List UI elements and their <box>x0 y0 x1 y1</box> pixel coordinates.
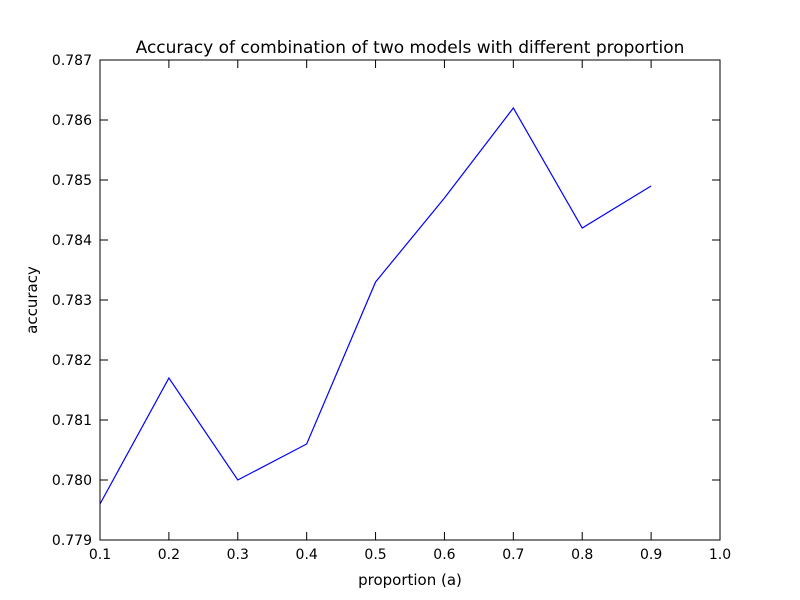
y-tick-label: 0.781 <box>52 413 92 429</box>
x-axis-label: proportion (a) <box>358 571 462 589</box>
y-tick-label: 0.785 <box>52 173 92 189</box>
x-tick-label: 0.2 <box>158 547 180 563</box>
y-tick-label: 0.779 <box>52 533 92 549</box>
y-tick-label: 0.784 <box>52 233 92 249</box>
y-tick-label: 0.783 <box>52 293 92 309</box>
x-tick-label: 0.8 <box>571 547 593 563</box>
plot-frame <box>99 59 721 541</box>
y-tick-label: 0.786 <box>52 113 92 129</box>
x-tick-label: 0.3 <box>227 547 249 563</box>
x-tick-label: 0.4 <box>296 547 318 563</box>
chart-title: Accuracy of combination of two models wi… <box>136 38 685 58</box>
x-tick-label: 0.5 <box>364 547 386 563</box>
y-axis-label: accuracy <box>23 266 41 334</box>
series-line <box>99 106 652 505</box>
y-axis: 0.779 0.780 0.781 0.782 0.783 0.784 0.785 0.786… <box>52 53 720 549</box>
x-tick-label: 1.0 <box>709 547 731 563</box>
x-axis: 0.1 0.2 0.3 0.4 0.5 0.6 0.7 0.8 0.9 1.0 <box>89 60 731 563</box>
y-tick-label: 0.787 <box>52 53 92 69</box>
x-tick-label: 0.9 <box>640 547 662 563</box>
x-tick-label: 0.1 <box>89 547 111 563</box>
x-tick-label: 0.7 <box>502 547 524 563</box>
y-tick-label: 0.782 <box>52 353 92 369</box>
x-tick-label: 0.6 <box>433 547 455 563</box>
y-tick-label: 0.780 <box>52 473 92 489</box>
series-layer <box>99 106 652 505</box>
